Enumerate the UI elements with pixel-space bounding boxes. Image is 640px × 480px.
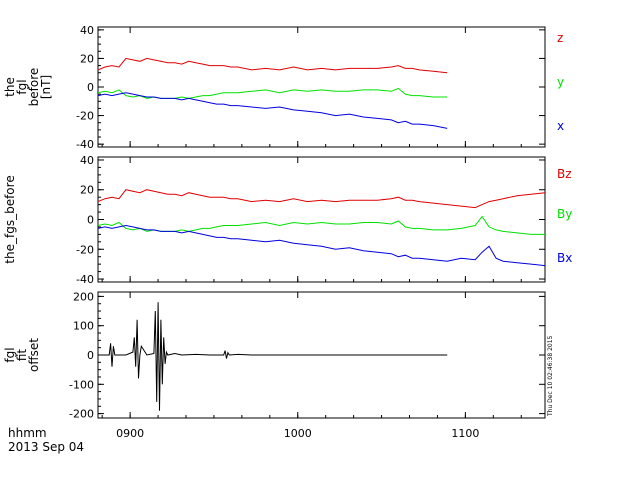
panel-frame	[97, 26, 546, 148]
ytick-label: -40	[76, 138, 94, 151]
legend-x: x	[557, 119, 564, 133]
xtick-label: 0900	[116, 427, 144, 440]
series-line-z	[97, 57, 448, 74]
ytick-label: 20	[80, 52, 94, 65]
ytitle-line: the_fgs_before	[3, 175, 17, 263]
legend-Bz: Bz	[557, 167, 572, 181]
ytick-label: 0	[87, 214, 94, 227]
ytick-label: 0	[87, 349, 94, 362]
series-line-offset	[98, 302, 448, 411]
xtick-label: 1100	[451, 427, 479, 440]
ytick-label: -20	[76, 110, 94, 123]
ytick-label: 100	[73, 320, 94, 333]
timestamp-stamp: Thu Dec 10 02:46:38 2015	[547, 335, 554, 417]
ytick-label: 0	[87, 81, 94, 94]
panel-2: 40 20 0 -20 -40 the_fgs_before Bz By Bx	[3, 154, 572, 286]
series-line-Bx	[97, 224, 546, 267]
ytick-label: 20	[80, 184, 94, 197]
xaxis-date-label: 2013 Sep 04	[8, 440, 84, 454]
legend-By: By	[557, 207, 572, 221]
xtick-label: 1000	[284, 427, 312, 440]
series-line-Bz	[97, 189, 546, 209]
ytick-label: 200	[73, 290, 94, 303]
ytitle-line: offset	[27, 338, 41, 372]
ytitle-line: fgl	[15, 79, 29, 94]
legend-Bx: Bx	[557, 251, 572, 265]
series-line-x	[97, 92, 448, 129]
ytitle-line: fit	[15, 349, 29, 362]
ytitle-line: fgl	[3, 347, 17, 362]
legend-y: y	[557, 75, 564, 89]
ytick-label: 40	[80, 24, 94, 37]
ytitle-line: before	[27, 68, 41, 107]
ytick-label: -40	[76, 273, 94, 286]
legend-z: z	[557, 31, 563, 45]
ytitle-line: the	[3, 77, 17, 97]
ytick-label: -100	[69, 378, 94, 391]
ytick-label: 40	[80, 154, 94, 167]
ytitle-line: [nT]	[39, 75, 53, 99]
panel-frame	[97, 156, 546, 283]
ytick-label: -200	[69, 408, 94, 421]
xaxis-unit-label: hhmm	[8, 426, 47, 440]
ytick-label: -20	[76, 243, 94, 256]
